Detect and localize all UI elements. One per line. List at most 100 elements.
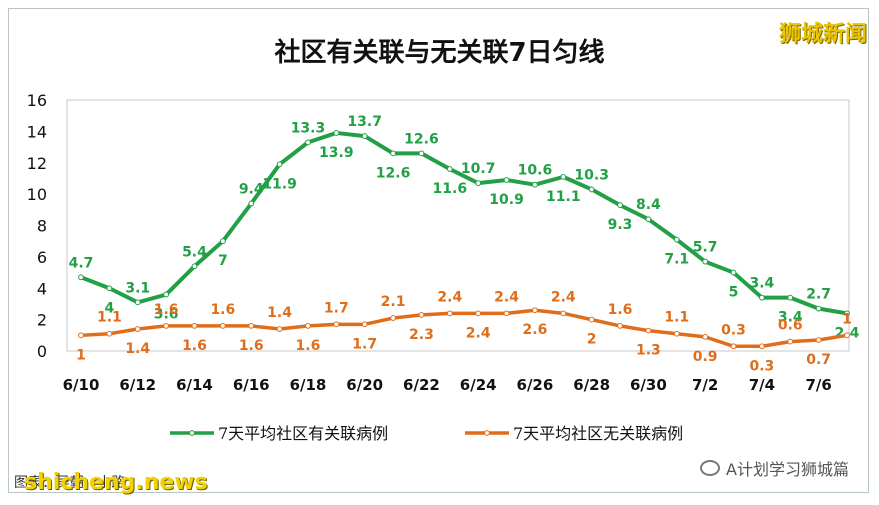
data-label: 13.9: [319, 145, 354, 161]
data-label: 1: [842, 311, 852, 327]
y-tick-label: 0: [37, 342, 47, 361]
data-label: 5.4: [182, 244, 207, 260]
data-point: [730, 343, 737, 350]
brand-logo: 狮城新闻: [778, 22, 867, 47]
x-tick-label: 7/2: [692, 376, 718, 394]
data-point: [361, 321, 368, 328]
plot-area: [66, 99, 850, 352]
data-label: 10.6: [518, 163, 553, 179]
data-label: 2.7: [806, 287, 831, 303]
data-point: [702, 333, 709, 340]
x-tick-label: 6/20: [346, 376, 383, 394]
x-tick-label: 6/14: [176, 376, 213, 394]
data-label: 0.3: [749, 358, 774, 374]
x-tick-label: 6/26: [517, 376, 554, 394]
data-label: 4: [104, 300, 114, 316]
data-point: [503, 177, 510, 183]
data-point: [418, 150, 425, 157]
x-tick-label: 6/12: [119, 376, 156, 394]
watermark-text: shicheng.news: [24, 470, 208, 495]
data-point: [191, 323, 198, 329]
data-label: 3.4: [778, 310, 803, 326]
data-point: [446, 310, 453, 317]
x-tick-label: 6/16: [233, 376, 270, 394]
data-label: 1.7: [324, 300, 349, 316]
data-point: [305, 139, 311, 146]
legend-marker: [484, 430, 490, 436]
data-label: 2: [587, 332, 597, 348]
data-label: 13.7: [347, 114, 382, 130]
data-point: [361, 133, 368, 139]
data-point: [617, 202, 623, 209]
data-point: [219, 323, 226, 329]
data-label: 11.6: [433, 181, 468, 197]
data-point: [503, 310, 510, 317]
data-label: 2.1: [381, 294, 406, 310]
data-point: [787, 294, 794, 301]
data-label: 11.9: [262, 176, 297, 192]
wechat-badge: A计划学习狮城篇: [700, 456, 849, 480]
data-label: 1.6: [182, 338, 207, 354]
data-label: 0.3: [721, 322, 746, 338]
data-point: [333, 130, 340, 136]
data-label: 11.1: [546, 189, 581, 205]
x-tick-label: 6/18: [290, 376, 327, 394]
data-point: [787, 338, 794, 345]
series-line: [79, 308, 849, 349]
data-label: 3.4: [749, 276, 774, 292]
legend-label: 7天平均社区有关联病例: [218, 424, 388, 443]
data-label: 2.4: [437, 289, 462, 305]
data-label: 2.4: [494, 289, 519, 305]
data-label: 1.6: [608, 302, 633, 318]
data-point: [418, 312, 425, 318]
y-tick-label: 14: [27, 122, 47, 141]
data-label: 2.3: [409, 327, 434, 343]
y-tick-label: 6: [37, 248, 47, 267]
data-point: [673, 236, 680, 243]
chart-title: 社区有关联与无关联7日匀线: [274, 38, 605, 68]
data-point: [844, 310, 850, 317]
data-point: [134, 326, 141, 332]
data-point: [758, 343, 765, 350]
data-point: [702, 258, 709, 265]
data-label: 3.6: [154, 307, 179, 323]
data-point: [276, 326, 283, 332]
y-tick-label: 2: [37, 311, 47, 330]
legend-marker: [189, 430, 195, 436]
data-label: 12.6: [404, 131, 439, 147]
data-point: [758, 294, 765, 301]
y-tick-label: 10: [27, 185, 47, 204]
data-point: [532, 181, 538, 188]
data-point: [815, 305, 822, 312]
y-tick-label: 4: [37, 279, 47, 298]
data-point: [588, 316, 595, 323]
series-line: [79, 130, 849, 316]
data-point: [78, 274, 84, 281]
y-tick-label: 8: [37, 217, 47, 236]
data-point: [645, 327, 652, 334]
data-label: 1.3: [636, 343, 661, 359]
data-point: [163, 291, 170, 298]
data-point: [219, 238, 226, 245]
data-label: 0.6: [778, 318, 803, 334]
data-label: 9.4: [239, 182, 264, 198]
data-label: 7: [218, 253, 228, 269]
wechat-icon: [700, 460, 721, 476]
data-point: [475, 180, 482, 187]
data-point: [645, 216, 652, 223]
data-label: 10.9: [489, 192, 524, 208]
data-point: [532, 307, 538, 314]
data-label: 1.4: [267, 305, 292, 321]
data-label: 3.1: [125, 280, 150, 296]
x-tick-label: 6/28: [573, 376, 610, 394]
data-point: [815, 337, 822, 343]
data-label: 2.4: [551, 289, 576, 305]
data-label: 1: [76, 347, 86, 363]
data-point: [78, 332, 84, 339]
data-point: [248, 200, 255, 207]
data-point: [333, 321, 340, 328]
x-tick-label: 7/4: [749, 376, 775, 394]
data-point: [248, 323, 255, 329]
data-point: [673, 330, 680, 337]
data-point: [588, 186, 595, 193]
